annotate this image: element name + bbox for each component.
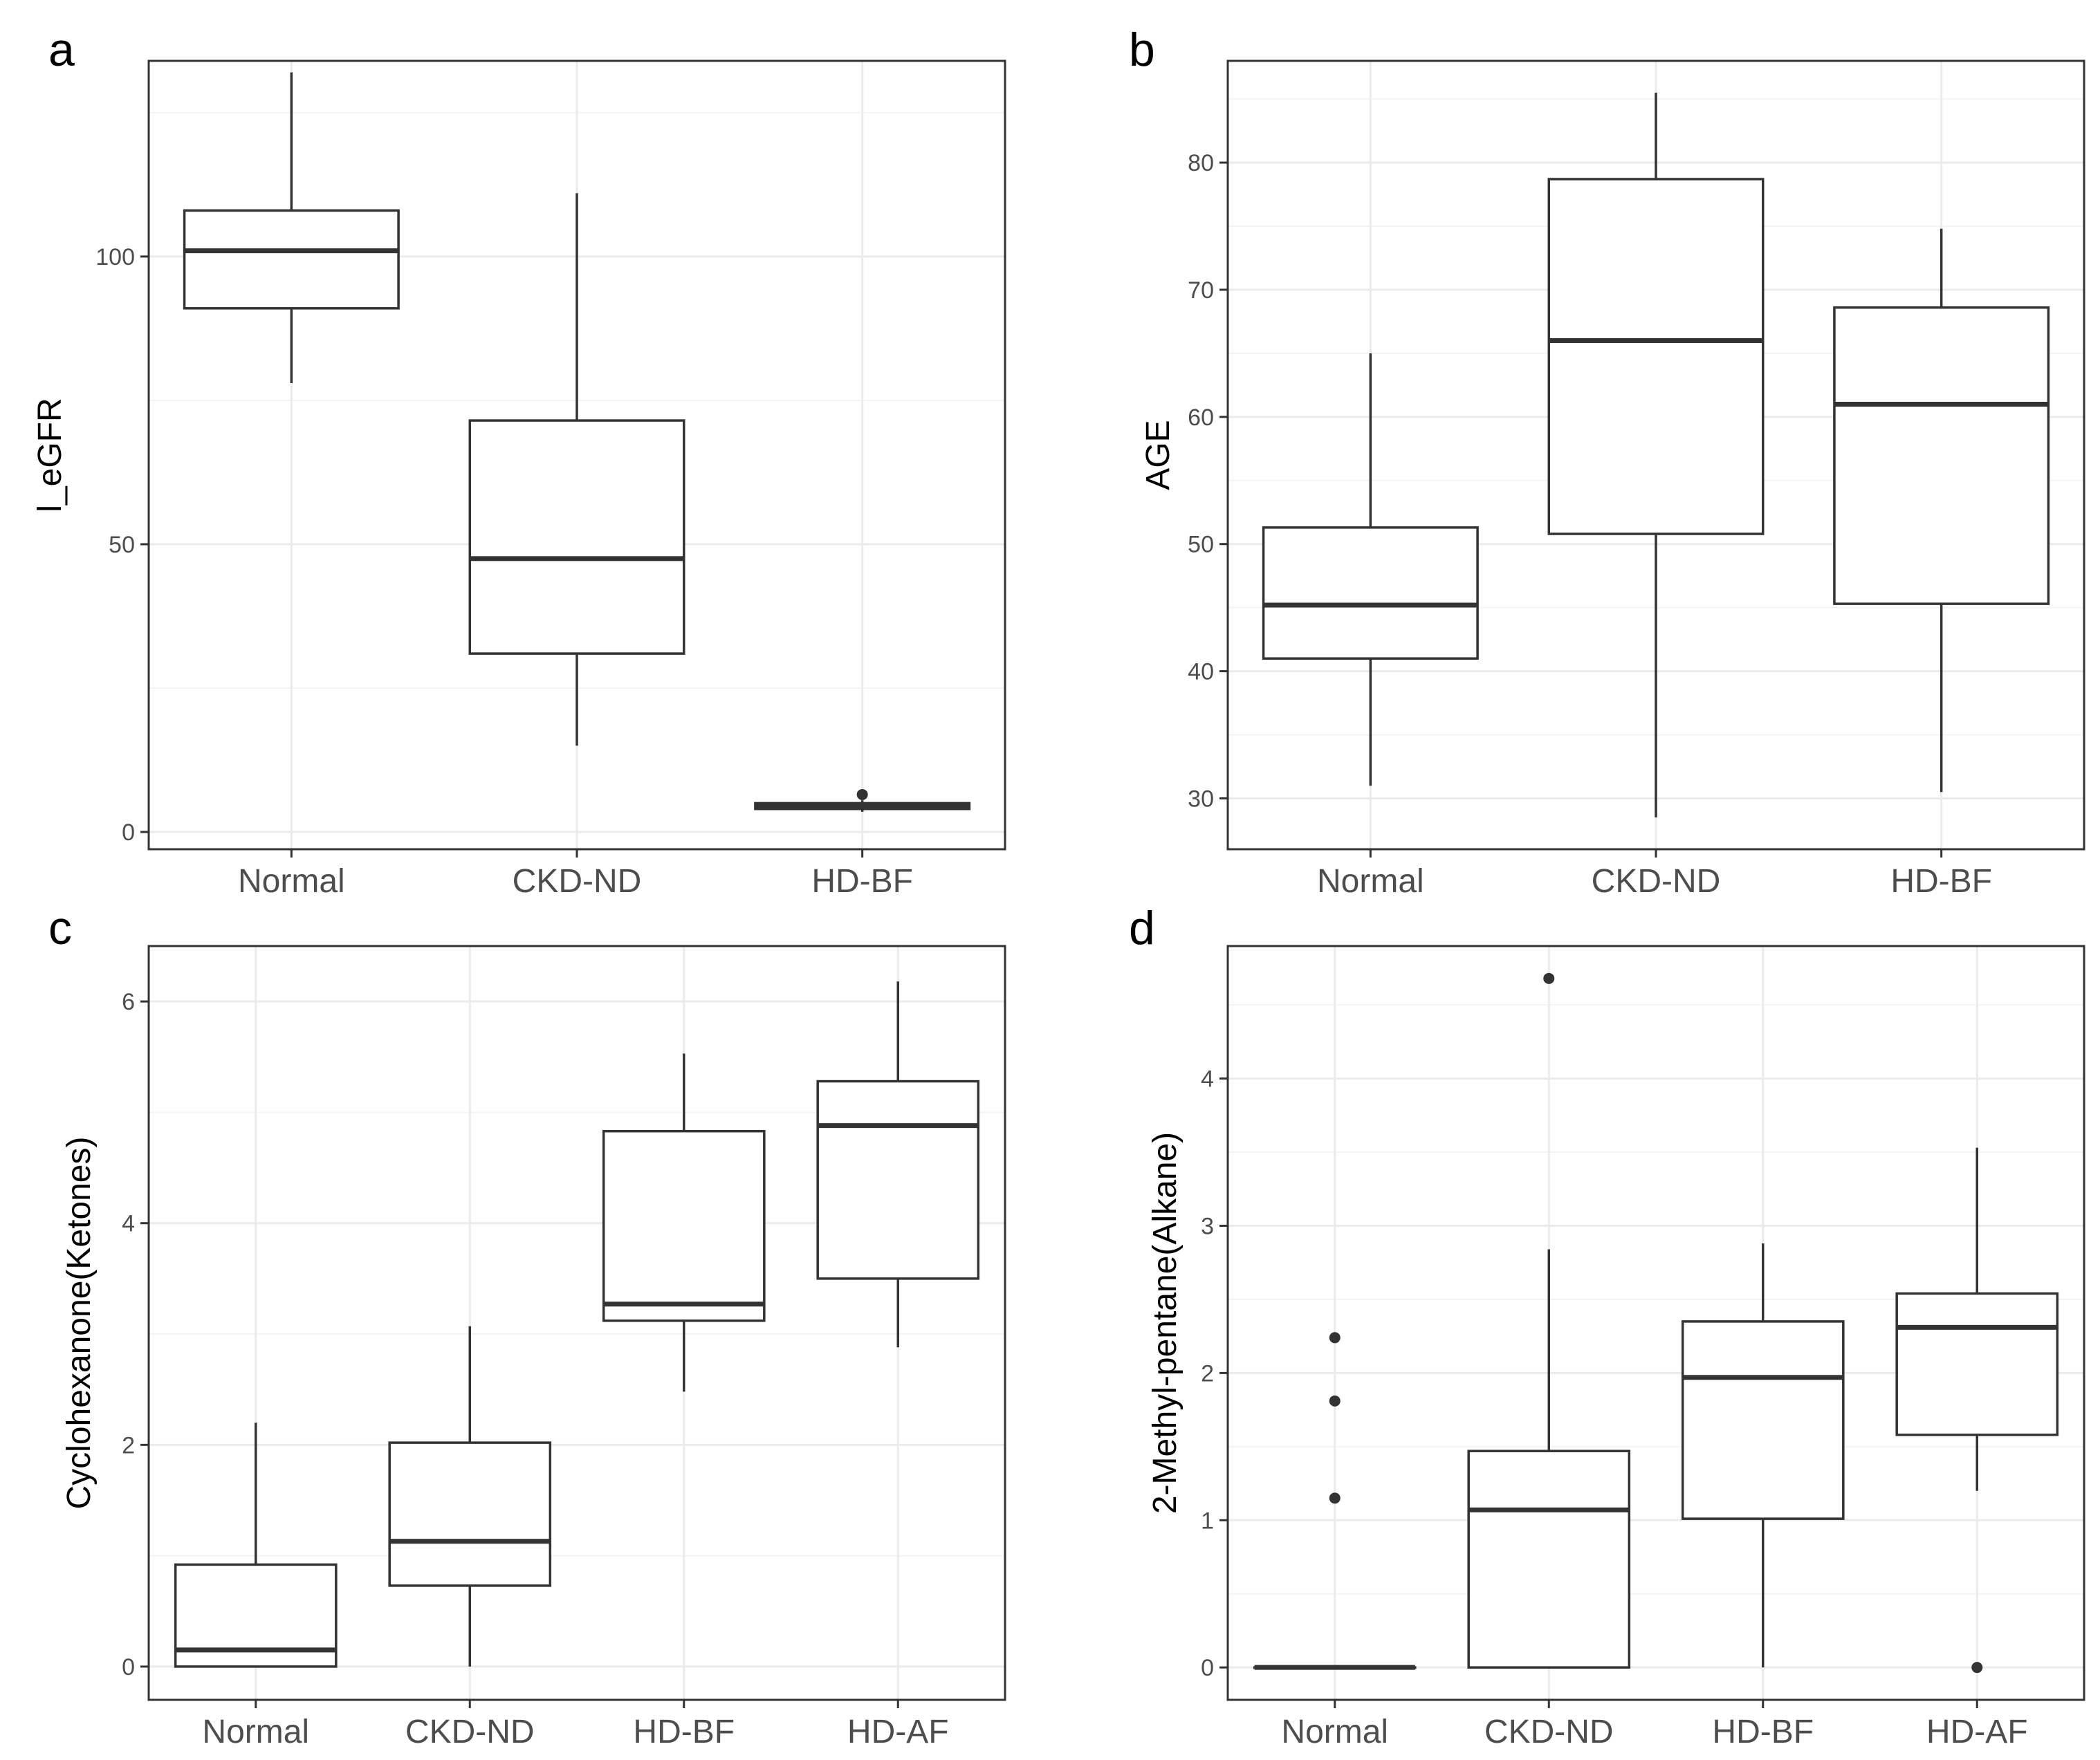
x-tick-label: CKD-ND	[1592, 863, 1721, 900]
panel-d: 0 1 2 3 4 Normal CKD-ND HD-BF HD-AF 2-Methyl-pent…	[1129, 902, 2085, 1750]
box-hd-bf	[1681, 1243, 1845, 1668]
outlier-point	[1329, 1395, 1341, 1407]
box-ckd-nd	[388, 1326, 552, 1667]
y-tick-label: 80	[1188, 150, 1214, 176]
x-tick-label: HD-AF	[1926, 1714, 2028, 1750]
y-axis-title: Cyclohexanone(Ketones)	[61, 1137, 98, 1510]
box-ckd-nd	[1547, 92, 1765, 818]
y-tick-label: 0	[1201, 1655, 1214, 1681]
y-tick-label: 0	[122, 819, 135, 846]
y-tick-label: 40	[1188, 659, 1214, 685]
x-tick-label: HD-BF	[633, 1714, 735, 1750]
box-normal	[1262, 353, 1479, 786]
box-normal	[1253, 1332, 1417, 1670]
iqr-box	[602, 1129, 766, 1322]
y-tick-label: 60	[1188, 405, 1214, 431]
x-tick-label: HD-BF	[1712, 1714, 1814, 1750]
y-tick-label: 4	[1201, 1066, 1214, 1093]
iqr-box	[388, 1441, 552, 1587]
iqr-box	[1833, 306, 2050, 605]
y-axis-title: AGE	[1140, 420, 1177, 490]
outlier-point	[1329, 1332, 1341, 1344]
box-hd-bf	[754, 788, 971, 812]
y-tick-label: 3	[1201, 1213, 1214, 1239]
iqr-box	[183, 209, 400, 310]
y-tick-label: 0	[122, 1654, 135, 1680]
y-tick-label: 1	[1201, 1508, 1214, 1534]
x-tick-label: Normal	[202, 1714, 309, 1750]
x-tick-label: CKD-ND	[405, 1714, 535, 1750]
y-tick-label: 4	[122, 1211, 135, 1237]
y-tick-label: 50	[1188, 532, 1214, 558]
panel-c: 0 2 4 6 Normal CKD-ND HD-BF HD-AF Cyclohexanone(…	[48, 902, 1006, 1750]
y-tick-label: 2	[122, 1432, 135, 1458]
iqr-box	[1467, 1449, 1631, 1669]
box-hd-af	[1895, 1147, 2059, 1674]
y-axis-title: l_eGFR	[32, 398, 68, 512]
box-ckd-nd	[1467, 972, 1631, 1669]
outlier-point	[856, 788, 868, 800]
panel-letter: d	[1129, 902, 1155, 954]
panel-letter: c	[48, 902, 72, 954]
outlier-point	[1329, 1492, 1341, 1504]
y-tick-label: 100	[95, 244, 135, 270]
x-tick-label: CKD-ND	[1484, 1714, 1614, 1750]
panel-border	[1226, 945, 2085, 1701]
x-tick-label: HD-AF	[847, 1714, 949, 1750]
box-normal	[174, 1423, 338, 1668]
outlier-point	[1543, 972, 1555, 984]
box-hd-bf	[602, 1053, 766, 1392]
iqr-box	[1547, 178, 1765, 535]
x-tick-label: CKD-ND	[513, 863, 642, 900]
outlier-point	[1971, 1662, 1983, 1674]
box-hd-bf	[1833, 228, 2050, 793]
x-tick-label: Normal	[1281, 1714, 1388, 1750]
panel-letter: a	[48, 24, 75, 76]
y-tick-label: 6	[122, 989, 135, 1015]
iqr-box	[816, 1080, 980, 1280]
box-normal	[183, 72, 400, 383]
panel-letter: b	[1129, 24, 1155, 76]
iqr-box	[468, 419, 685, 655]
iqr-box	[1895, 1292, 2059, 1436]
x-tick-label: Normal	[1317, 863, 1424, 900]
iqr-box	[1262, 526, 1479, 660]
y-axis-title: 2-Methyl-pentane(Alkane)	[1147, 1132, 1183, 1514]
y-tick-label: 2	[1201, 1360, 1214, 1387]
y-tick-label: 50	[109, 532, 135, 558]
iqr-box	[1681, 1320, 1845, 1520]
panel-border	[147, 945, 1006, 1701]
box-ckd-nd	[468, 193, 685, 746]
box-hd-af	[816, 981, 980, 1348]
panel-b: 30 40 50 60 70 80 Normal CKD-ND HD-BF AGE b	[1129, 24, 2085, 900]
x-tick-label: HD-BF	[1890, 863, 1992, 900]
x-tick-label: HD-BF	[811, 863, 913, 900]
x-tick-label: Normal	[238, 863, 345, 900]
panel-a: 0 50 100 Normal CKD-ND HD-BF l_eGFR a	[32, 24, 1006, 900]
y-tick-label: 30	[1188, 786, 1214, 812]
y-tick-label: 70	[1188, 277, 1214, 304]
